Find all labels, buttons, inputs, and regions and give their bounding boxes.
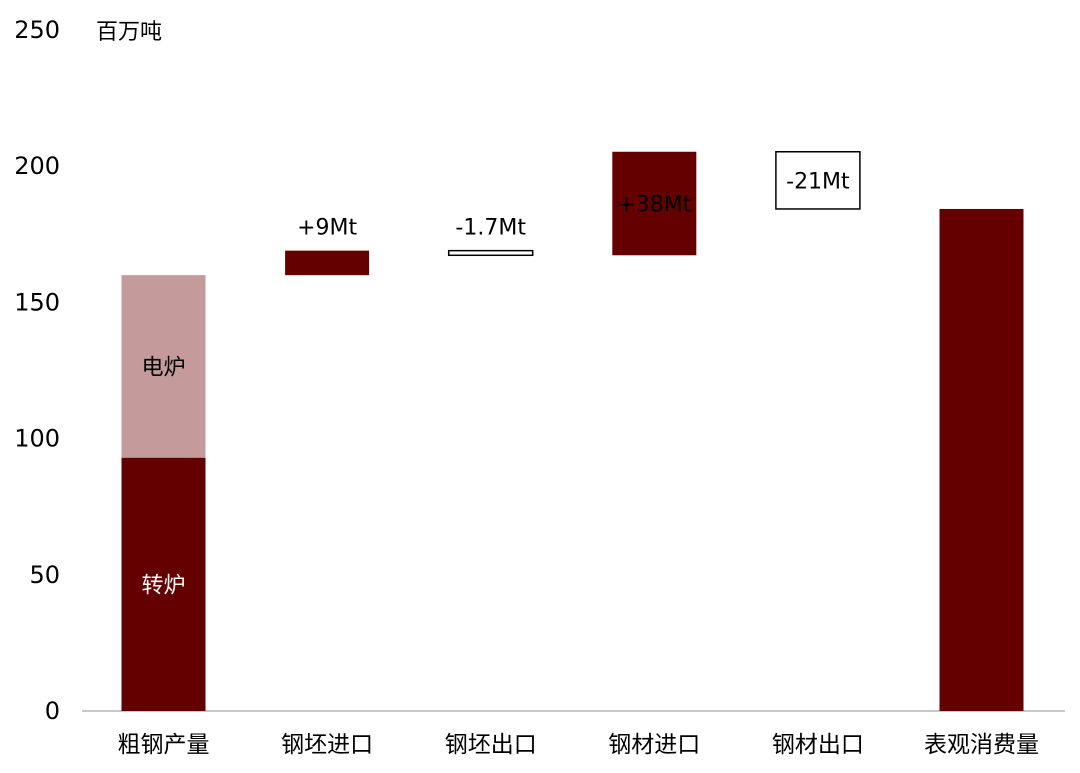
- y-tick-label: 0: [45, 697, 60, 725]
- delta-bar: [447, 249, 534, 257]
- y-tick-label: 200: [14, 152, 60, 180]
- delta-label: -1.7Mt: [455, 216, 526, 241]
- delta-label: +9Mt: [297, 216, 357, 241]
- bar-segment: [121, 457, 206, 711]
- y-tick-label: 100: [14, 425, 60, 453]
- unit-label: 百万吨: [96, 20, 162, 45]
- delta-bar: [285, 250, 370, 276]
- x-tick-label: 钢材进口: [608, 732, 700, 758]
- delta-bar: [775, 151, 861, 210]
- y-tick-label: 150: [14, 288, 60, 316]
- x-tick-label: 钢坯出口: [445, 732, 537, 758]
- y-tick-label: 250: [14, 16, 60, 44]
- y-tick-label: 50: [29, 561, 60, 589]
- bars: 转炉 电炉 +9Mt -1.7Mt +38Mt -21Mt: [121, 151, 1024, 711]
- bar-segment: [121, 275, 206, 458]
- x-tick-label: 钢材出口: [772, 732, 864, 758]
- delta-label: +38Mt: [617, 193, 691, 218]
- segment-label: 电炉: [141, 355, 185, 380]
- y-axis: 0 50 100 150 200 250: [14, 16, 60, 725]
- x-axis-labels: 粗钢产量 钢坯进口 钢坯出口 钢材进口 钢材出口 表观消费量: [118, 732, 1040, 758]
- x-tick-label: 表观消费量: [924, 732, 1039, 758]
- delta-label: -21Mt: [786, 169, 850, 194]
- delta-bar: [612, 151, 697, 256]
- total-bar: [939, 208, 1024, 711]
- segment-label: 转炉: [141, 573, 185, 598]
- x-tick-label: 粗钢产量: [118, 732, 210, 758]
- x-tick-label: 钢坯进口: [281, 732, 373, 758]
